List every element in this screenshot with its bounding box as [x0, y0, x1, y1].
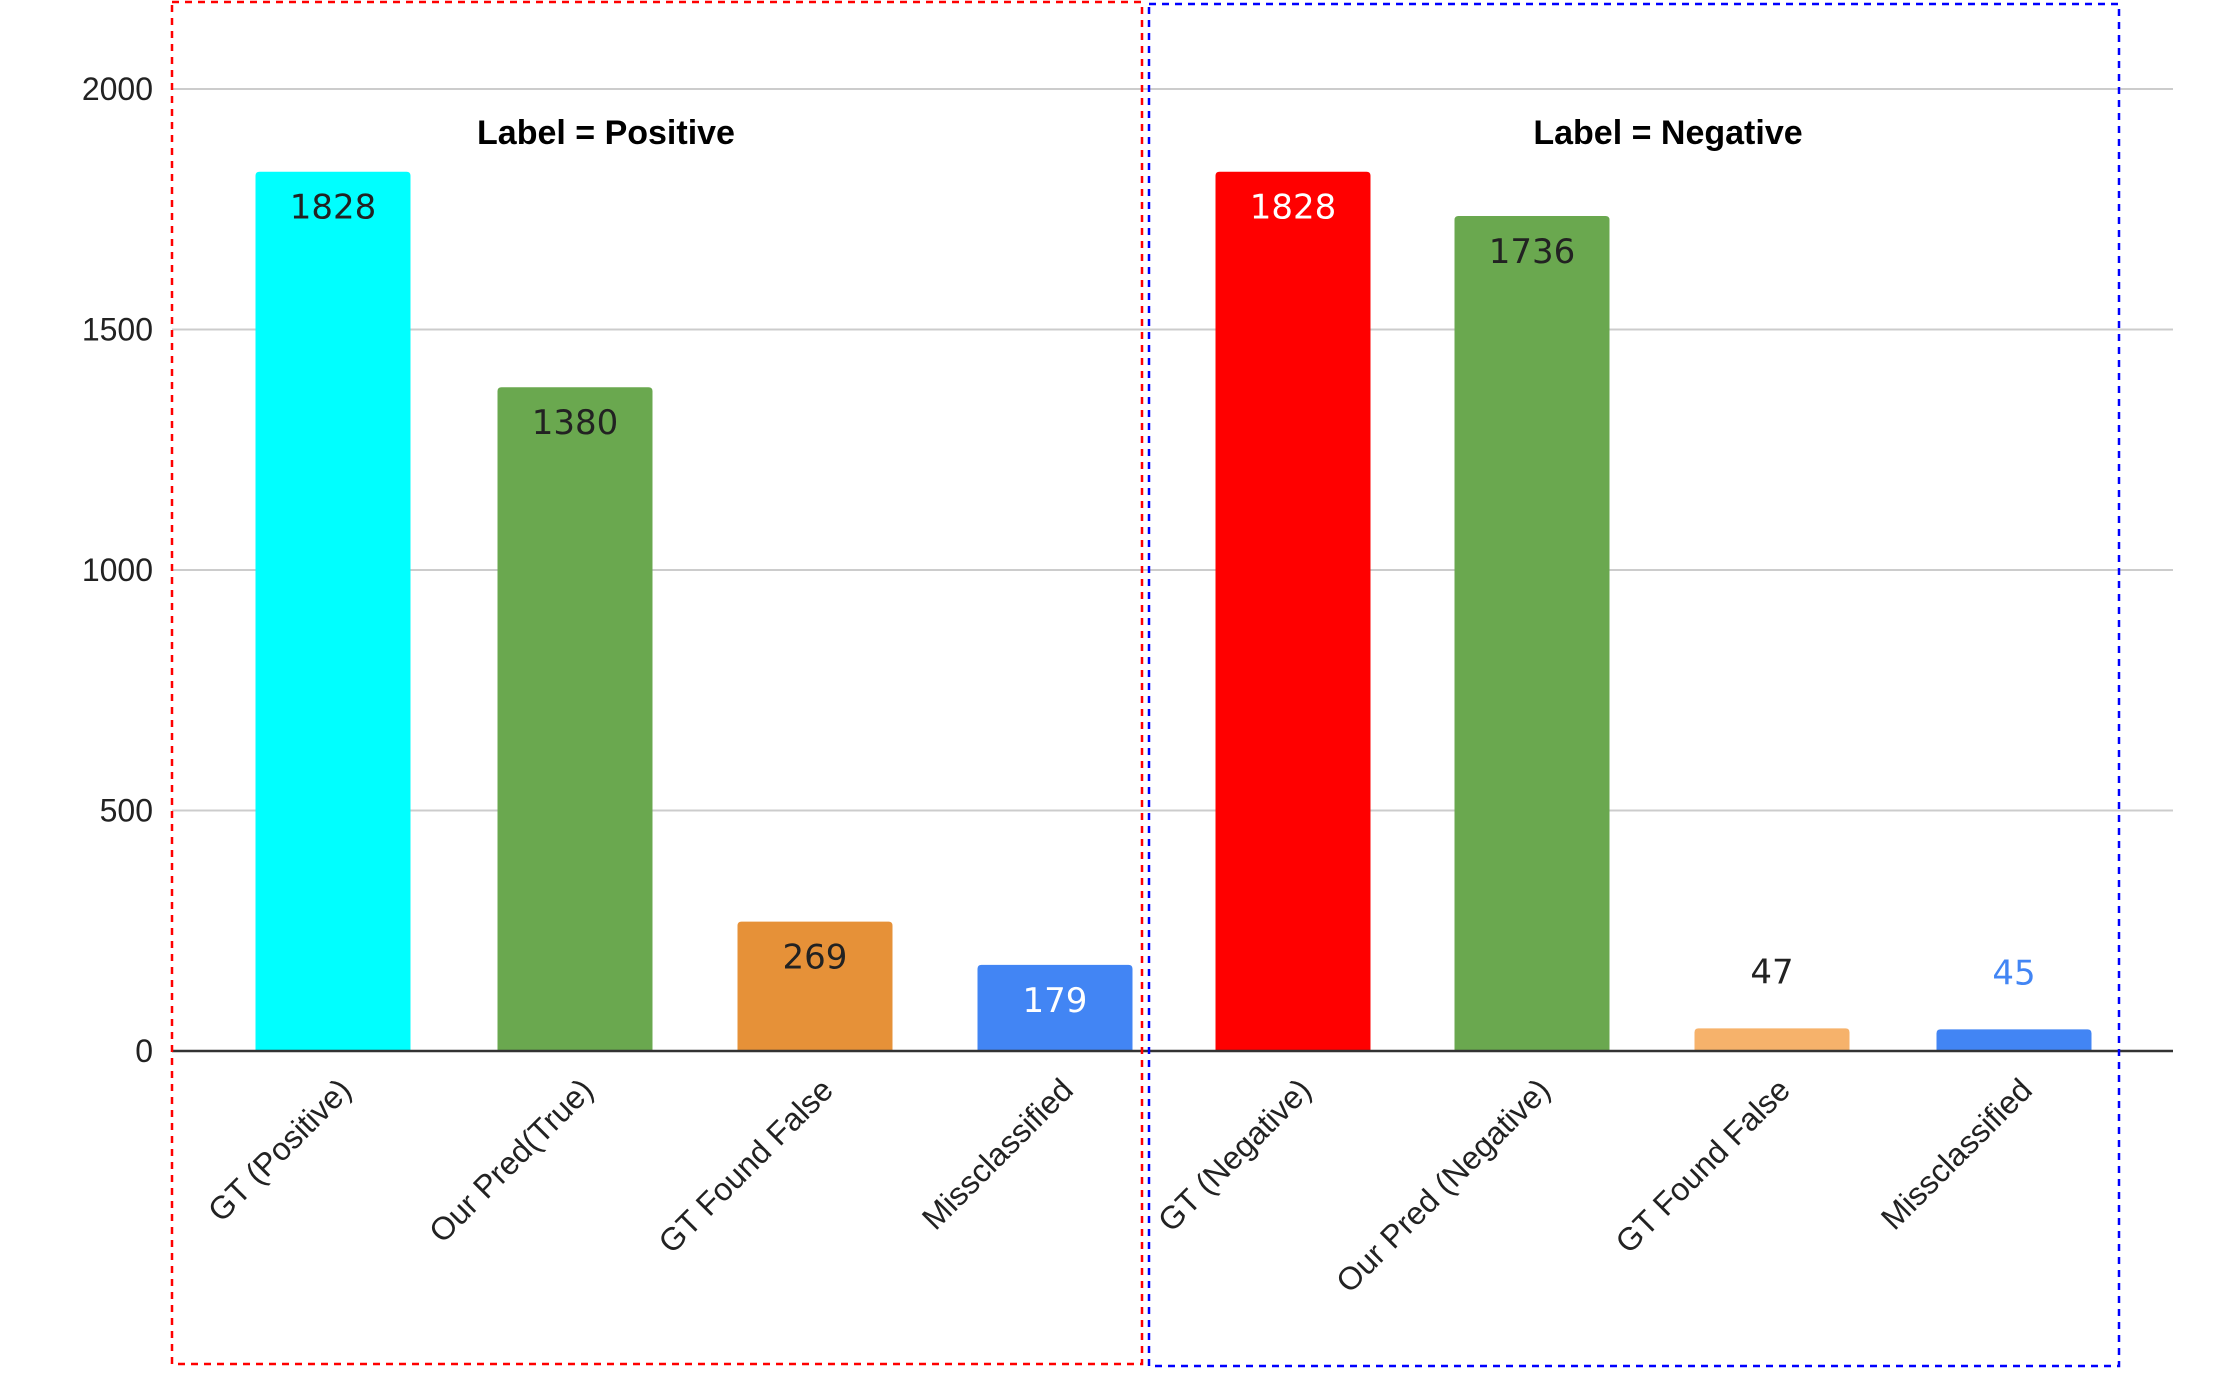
- data-label: 47: [1750, 952, 1793, 992]
- x-category-label: Our Pred (Negative): [1329, 1071, 1557, 1299]
- data-label: 1380: [532, 403, 619, 443]
- bars: [255, 171, 2092, 1052]
- bar: [1215, 171, 1371, 1051]
- bar: [497, 387, 653, 1052]
- data-label: 1736: [1489, 232, 1576, 272]
- group-title: Label = Negative: [1533, 114, 1802, 152]
- x-category-labels: GT (Positive) Our Pred(True) GT Found Fals…: [201, 1071, 2039, 1299]
- bar: [1454, 215, 1610, 1051]
- x-category-label: Our Pred(True): [422, 1071, 600, 1249]
- y-tick-label: 1000: [82, 552, 153, 588]
- data-label: 269: [783, 938, 848, 978]
- x-category-label: GT Found False: [651, 1071, 840, 1260]
- group-box: [170, 0, 1144, 1366]
- x-category-label: GT Found False: [1608, 1071, 1797, 1260]
- data-label: 1828: [1250, 188, 1337, 228]
- group-boxes: Label = Positive Label = Negative: [170, 0, 2121, 1368]
- y-tick-label: 2000: [82, 71, 153, 107]
- gridlines: [172, 88, 2173, 812]
- bar: [737, 921, 893, 1051]
- bar: [1936, 1029, 2092, 1051]
- x-category-label: GT (Negative): [1151, 1071, 1318, 1238]
- y-tick-label: 500: [100, 793, 153, 829]
- x-category-label: Missclassified: [1874, 1071, 2039, 1236]
- data-label: 45: [1992, 953, 2035, 993]
- y-tick-labels: 0 500 1000 1500 2000: [82, 71, 153, 1069]
- group-box: [1147, 2, 2121, 1368]
- bar: [977, 964, 1133, 1051]
- data-labels: 1828 1380 269 179 1828 1736 47 45: [290, 188, 2036, 1021]
- x-category-label: GT (Positive): [201, 1071, 358, 1228]
- x-category-label: Missclassified: [915, 1071, 1080, 1236]
- y-tick-label: 0: [135, 1033, 153, 1069]
- y-tick-label: 1500: [82, 312, 153, 348]
- bar: [255, 171, 411, 1051]
- data-label: 179: [1023, 981, 1088, 1021]
- bar: [1694, 1028, 1850, 1051]
- group-title: Label = Positive: [477, 114, 735, 152]
- data-label: 1828: [290, 188, 377, 228]
